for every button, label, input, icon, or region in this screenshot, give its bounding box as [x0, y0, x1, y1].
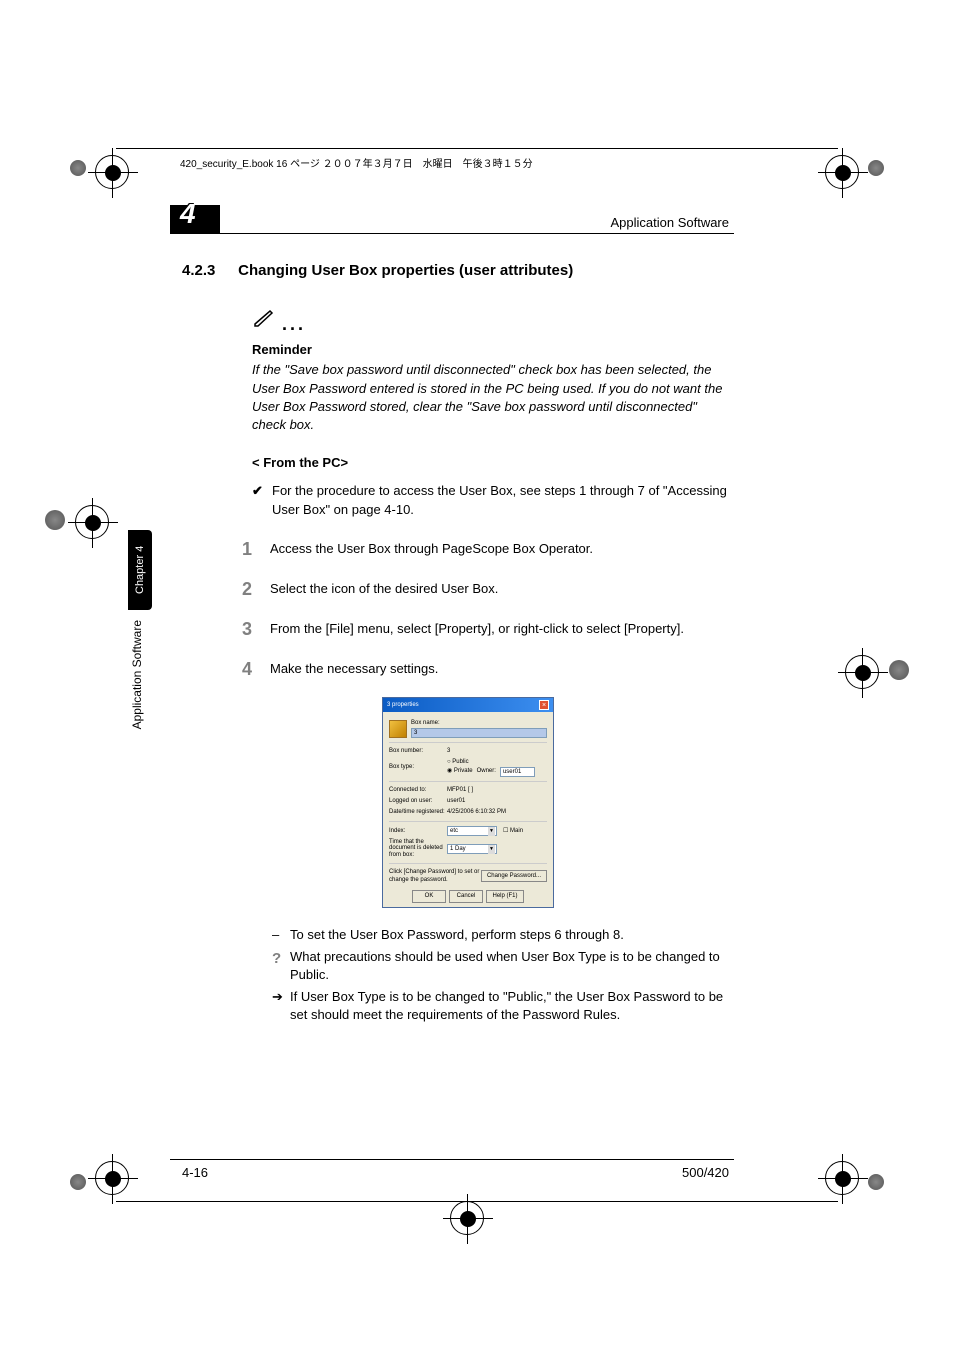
reminder-block: ... Reminder If the "Save box password u…: [252, 306, 729, 434]
connected-label: Connected to:: [389, 786, 447, 794]
step-3: 3 From the [File] menu, select [Property…: [242, 617, 729, 642]
section-title: Changing User Box properties (user attri…: [238, 262, 573, 279]
logged-label: Logged on user:: [389, 797, 447, 805]
step-number: 2: [242, 577, 270, 602]
corner-dot: [868, 160, 884, 176]
owner-input[interactable]: user01: [500, 767, 535, 777]
ok-button[interactable]: OK: [412, 890, 446, 902]
step-2: 2 Select the icon of the desired User Bo…: [242, 577, 729, 602]
dialog-title: 3 properties: [387, 701, 419, 709]
dash-icon: –: [272, 926, 290, 944]
header-rule: [170, 233, 734, 234]
change-pw-text: Click [Change Password] to set or change…: [389, 868, 481, 885]
from-pc-heading: < From the PC>: [252, 454, 729, 472]
answer-text: If User Box Type is to be changed to "Pu…: [290, 988, 729, 1024]
footer-rule: [170, 1159, 734, 1160]
section-heading: 4.2.3 Changing User Box properties (user…: [182, 260, 729, 281]
step-4: 4 Make the necessary settings.: [242, 657, 729, 682]
side-section-text: Application Software: [130, 620, 144, 729]
arrow-icon: ➔: [272, 988, 290, 1024]
datetime-value: 4/25/2006 6:10:32 PM: [447, 808, 506, 816]
box-name-input[interactable]: 3: [411, 728, 547, 738]
side-chapter-tab: Chapter 4: [128, 530, 152, 610]
help-button[interactable]: Help (F1): [486, 890, 524, 902]
box-name-label: Box name:: [411, 719, 547, 727]
corner-dot: [70, 1174, 86, 1190]
logged-value: user01: [447, 797, 465, 805]
chapter-number: 4: [180, 198, 196, 230]
index-label: Index:: [389, 827, 447, 835]
corner-dot: [70, 160, 86, 176]
ellipsis-icon: ...: [282, 314, 306, 334]
owner-label: Owner:: [477, 767, 496, 775]
check-icon: ✔: [252, 482, 272, 518]
index-select[interactable]: etc: [447, 826, 497, 836]
page-number: 4-16: [182, 1165, 208, 1180]
reminder-body: If the "Save box password until disconne…: [252, 361, 729, 434]
prerequisite-text: For the procedure to access the User Box…: [272, 482, 729, 518]
step-text: Access the User Box through PageScope Bo…: [270, 537, 729, 562]
box-icon: [389, 720, 407, 738]
question-item: ? What precautions should be used when U…: [272, 948, 729, 984]
corner-dot: [868, 1174, 884, 1190]
properties-dialog-screenshot: 3 properties × Box name: 3 Box number: 3: [382, 697, 729, 907]
box-number-label: Box number:: [389, 747, 447, 755]
bullet-item: – To set the User Box Password, perform …: [272, 926, 729, 944]
datetime-label: Date/time registered:: [389, 808, 447, 816]
step-text: Select the icon of the desired User Box.: [270, 577, 729, 602]
corner-dot: [889, 660, 909, 680]
section-number: 4.2.3: [182, 260, 234, 281]
change-password-button[interactable]: Change Password...: [481, 870, 547, 882]
corner-dot: [45, 510, 65, 530]
reminder-label: Reminder: [252, 341, 729, 359]
step-number: 4: [242, 657, 270, 682]
private-radio[interactable]: ◉ Private: [447, 767, 473, 775]
note-icon: [252, 306, 282, 330]
prerequisite-line: ✔ For the procedure to access the User B…: [252, 482, 729, 518]
time-select[interactable]: 1 Day: [447, 844, 497, 854]
registration-mark: [75, 505, 109, 539]
bullet-text: To set the User Box Password, perform st…: [290, 926, 624, 944]
step-text: Make the necessary settings.: [270, 657, 729, 682]
registration-mark: [845, 655, 879, 689]
registration-mark: [450, 1201, 484, 1235]
page-body: 4.2.3 Changing User Box properties (user…: [182, 260, 729, 1029]
question-text: What precautions should be used when Use…: [290, 948, 729, 984]
dialog-titlebar: 3 properties ×: [383, 698, 553, 712]
main-checkbox[interactable]: ☐ Main: [503, 827, 523, 835]
close-icon[interactable]: ×: [539, 700, 549, 710]
time-label: Time that the document is deleted from b…: [389, 839, 447, 859]
step-text: From the [File] menu, select [Property],…: [270, 617, 729, 642]
book-header: 420_security_E.book 16 ページ ２００７年３月７日 水曜日…: [180, 155, 533, 170]
public-radio[interactable]: ○ Public: [447, 758, 535, 766]
question-icon: ?: [272, 948, 290, 984]
connected-value: MFP01 [ ]: [447, 786, 473, 794]
box-type-label: Box type:: [389, 763, 447, 771]
cancel-button[interactable]: Cancel: [449, 890, 483, 902]
answer-item: ➔ If User Box Type is to be changed to "…: [272, 988, 729, 1024]
header-title: Application Software: [610, 215, 729, 230]
step-number: 1: [242, 537, 270, 562]
model-number: 500/420: [682, 1165, 729, 1180]
box-number-value: 3: [447, 747, 450, 755]
step-number: 3: [242, 617, 270, 642]
step-1: 1 Access the User Box through PageScope …: [242, 537, 729, 562]
